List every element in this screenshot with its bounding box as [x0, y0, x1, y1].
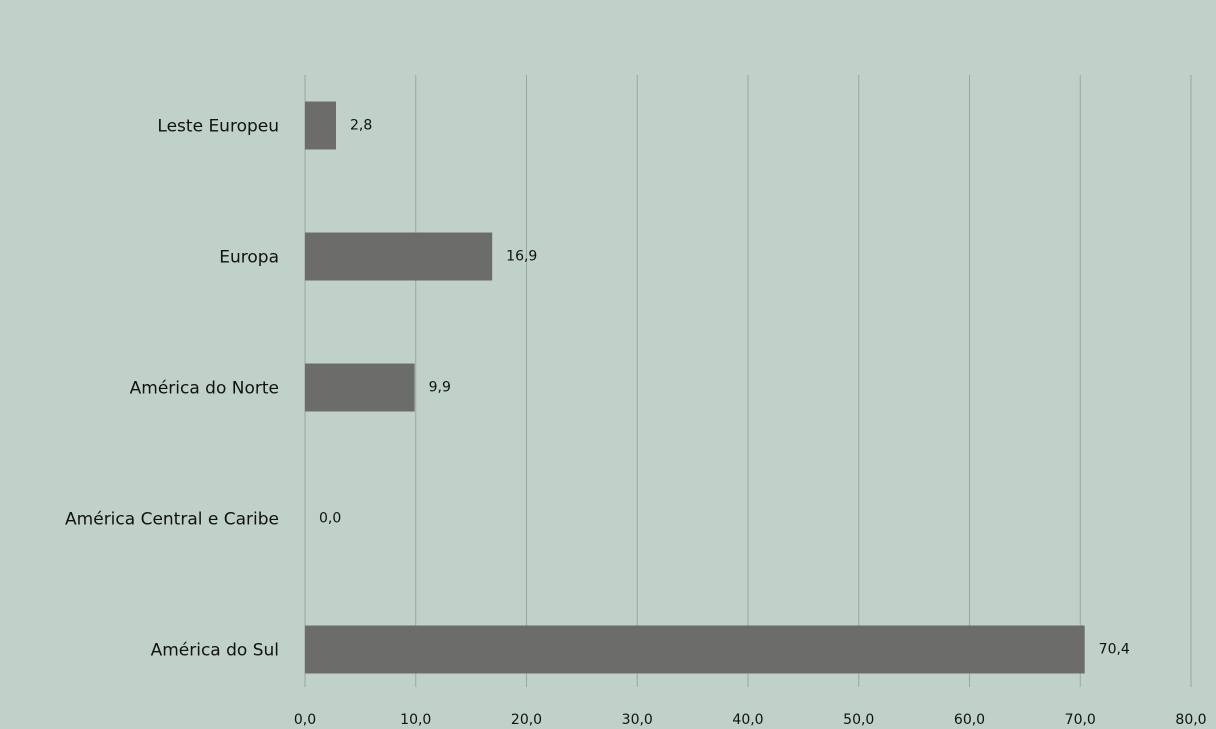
- x-tick-label: 80,0: [1175, 712, 1206, 728]
- data-labels: 2,8 16,9 9,9 0,0 70,4: [319, 118, 1130, 658]
- x-tick-label: 20,0: [511, 712, 542, 728]
- data-label: 16,9: [506, 249, 537, 265]
- category-label: Leste Europeu: [157, 117, 279, 137]
- data-label: 0,0: [319, 511, 341, 527]
- x-tick-label: 10,0: [400, 712, 431, 728]
- x-axis-tick-labels: 0,0 10,0 20,0 30,0 40,0 50,0 60,0 70,0 80,0: [294, 712, 1207, 728]
- x-tick-label: 0,0: [294, 712, 316, 728]
- x-tick-label: 50,0: [843, 712, 874, 728]
- x-tick-label: 40,0: [732, 712, 763, 728]
- x-tick-label: 30,0: [622, 712, 653, 728]
- data-label: 2,8: [350, 118, 372, 134]
- category-labels: Leste Europeu Europa América do Norte Améri…: [65, 117, 279, 661]
- category-label: América do Sul: [151, 641, 279, 661]
- data-label: 70,4: [1099, 642, 1130, 658]
- data-label: 9,9: [429, 380, 451, 396]
- gridlines: [304, 75, 1192, 687]
- category-label: América do Norte: [130, 379, 279, 399]
- category-label: América Central e Caribe: [65, 510, 279, 530]
- category-label: Europa: [219, 248, 279, 268]
- bar: [305, 101, 337, 150]
- bars: [305, 101, 1085, 674]
- x-tick-label: 60,0: [954, 712, 985, 728]
- bar: [305, 625, 1085, 674]
- x-tick-label: 70,0: [1065, 712, 1096, 728]
- bar: [305, 363, 415, 412]
- bar: [305, 232, 493, 281]
